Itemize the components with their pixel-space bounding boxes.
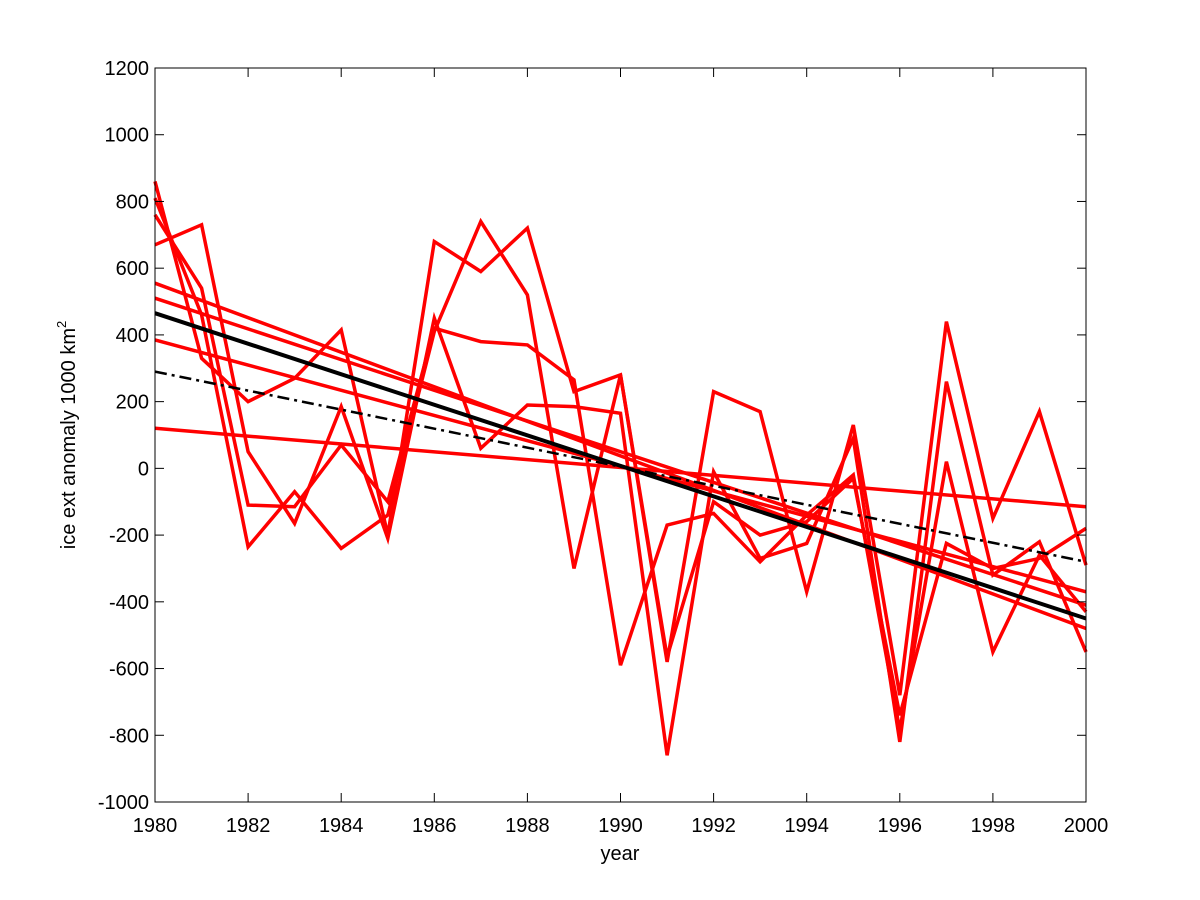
y-tick-label: 0: [138, 458, 149, 480]
y-tick-label: -400: [109, 592, 149, 614]
x-tick-label: 1996: [878, 815, 923, 837]
x-tick-label: 2000: [1064, 815, 1109, 837]
y-tick-label: 400: [116, 325, 149, 347]
series-line-4: [153, 197, 1087, 716]
y-axis-label: ice ext anomaly 1000 km2: [54, 321, 80, 549]
y-tick-label: 200: [116, 392, 149, 414]
x-tick-label: 1988: [505, 815, 550, 837]
y-tick-label: 1200: [105, 58, 150, 80]
y-axis-label-text: ice ext anomaly 1000 km: [58, 328, 80, 549]
x-tick-label: 1982: [226, 815, 271, 837]
x-tick-label: 1990: [598, 815, 643, 837]
plot-frame: [154, 67, 1087, 803]
y-tick-label: -600: [109, 659, 149, 681]
x-tick-label: 1998: [971, 815, 1016, 837]
y-tick-label: 800: [116, 191, 149, 213]
series-line-9: [154, 311, 1087, 621]
series-line-6: [154, 296, 1087, 607]
y-tick-label: 1000: [105, 125, 150, 147]
series-line-10: [154, 370, 1087, 564]
y-axis-label-superscript: 2: [54, 321, 69, 328]
plot-area: [155, 68, 1086, 802]
y-tick-label: -200: [109, 525, 149, 547]
x-tick-label: 1986: [412, 815, 457, 837]
series-layer: [153, 180, 1088, 756]
x-tick-label: 1980: [133, 815, 178, 837]
x-tick-label: 1994: [784, 815, 829, 837]
tick-label-layer: 1980 1982 1984 1986 1988 1990 1992 1994 1996 1998…: [98, 58, 1108, 837]
x-tick-label: 1992: [691, 815, 736, 837]
x-tick-label: 1984: [319, 815, 364, 837]
x-axis-label: year: [601, 843, 640, 865]
y-tick-label: 600: [116, 258, 149, 280]
series-line-5: [154, 281, 1087, 631]
y-tick-label: -1000: [98, 792, 149, 814]
y-tick-label: -800: [109, 725, 149, 747]
